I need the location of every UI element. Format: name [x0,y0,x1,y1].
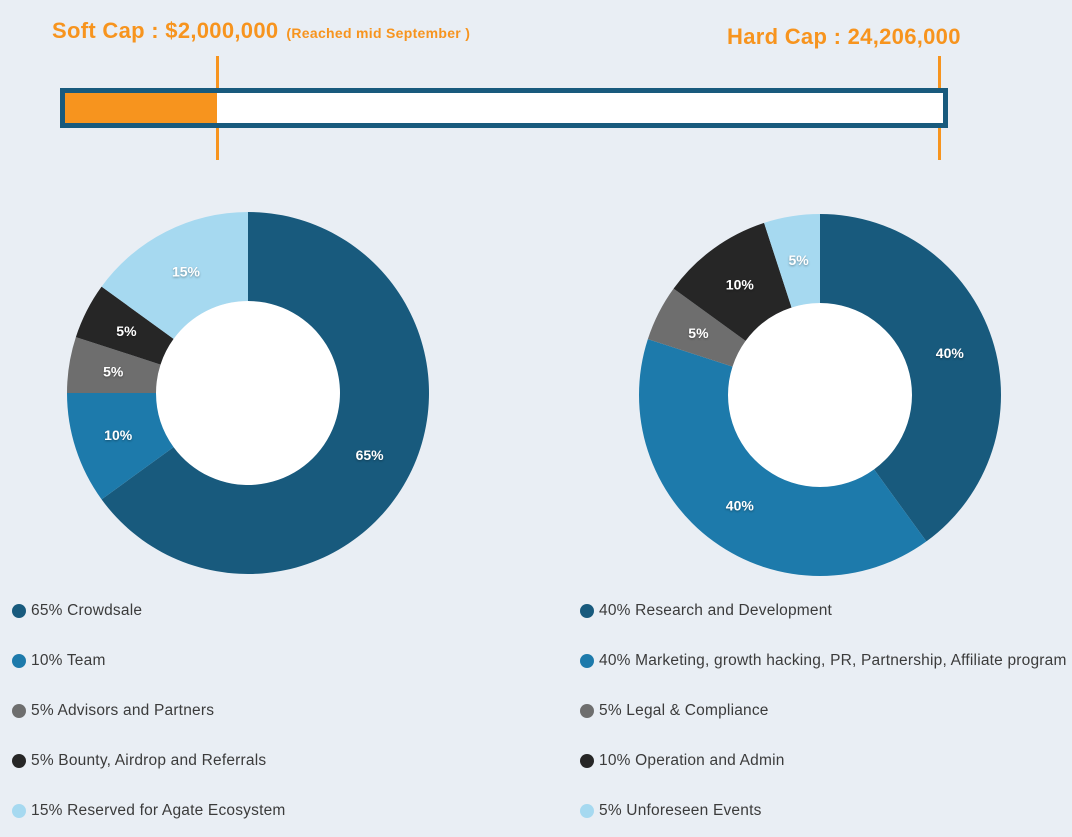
legend-dot [580,754,594,768]
legend-dot [12,754,26,768]
legend-item: 40% Research and Development [580,600,1067,622]
slice-percent-label: 65% [356,447,385,463]
donut-slice [820,214,1001,542]
slice-percent-label: 15% [172,263,201,279]
legend-dot [580,654,594,668]
legend-label: 10% Team [31,652,106,669]
funds-allocation-donut-chart: 40% 40% 5% 10% 5% [639,214,1001,576]
legend-item: 10% Team [12,650,286,672]
legend-item: 40% Marketing, growth hacking, PR, Partn… [580,650,1067,672]
slice-percent-label: 10% [726,277,755,293]
legend-label: 5% Bounty, Airdrop and Referrals [31,752,267,769]
soft-cap-label: Soft Cap : $2,000,000 (Reached mid Septem… [52,18,470,44]
donut-slice [75,286,174,365]
slice-percent-label: 40% [936,345,965,361]
funding-progress-bar [60,88,948,128]
legend-item: 5% Advisors and Partners [12,700,286,722]
soft-cap-note: (Reached mid September ) [286,25,471,41]
legend-item: 15% Reserved for Agate Ecosystem [12,800,286,822]
legend-item: 10% Operation and Admin [580,750,1067,772]
legend-item: 5% Bounty, Airdrop and Referrals [12,750,286,772]
legend-dot [12,704,26,718]
donut-slice [67,393,174,500]
slice-percent-label: 5% [688,325,709,341]
legend-label: 5% Advisors and Partners [31,702,215,719]
token-distribution-legend: 65% Crowdsale 10% Team 5% Advisors and Par… [12,600,286,822]
legend-dot [12,804,26,818]
soft-cap-text: Soft Cap : $2,000,000 [52,18,279,43]
slice-percent-label: 5% [103,364,124,380]
donut-slice [67,337,161,393]
legend-label: 65% Crowdsale [31,602,143,619]
funds-allocation-legend: 40% Research and Development 40% Marketin… [580,600,1067,822]
legend-dot [580,804,594,818]
legend-dot [12,654,26,668]
slice-percent-label: 5% [116,323,137,339]
slice-percent-label: 10% [104,427,133,443]
legend-label: 40% Marketing, growth hacking, PR, Partn… [599,652,1067,669]
legend-label: 5% Unforeseen Events [599,802,762,819]
token-distribution-donut-chart: 65% 10% 5% 5% 15% [67,212,430,574]
legend-dot [580,604,594,618]
legend-label: 10% Operation and Admin [599,752,785,769]
donut-slice [639,339,927,576]
donut-slice [647,288,746,367]
donut-hole [156,301,340,485]
legend-dot [580,704,594,718]
funding-progress-fill [65,93,217,123]
slice-percent-label: 40% [726,497,755,513]
legend-label: 5% Legal & Compliance [599,702,769,719]
donut-hole [728,303,912,487]
legend-item: 5% Legal & Compliance [580,700,1067,722]
donut-slice [764,214,820,308]
donut-slice [673,222,792,341]
slice-percent-label: 5% [788,252,809,268]
legend-dot [12,604,26,618]
legend-label: 40% Research and Development [599,602,833,619]
donut-slice [101,212,430,574]
legend-item: 65% Crowdsale [12,600,286,622]
donut-slice [101,212,248,339]
legend-label: 15% Reserved for Agate Ecosystem [31,802,286,819]
legend-item: 5% Unforeseen Events [580,800,1067,822]
hard-cap-label: Hard Cap : 24,206,000 [727,24,961,49]
